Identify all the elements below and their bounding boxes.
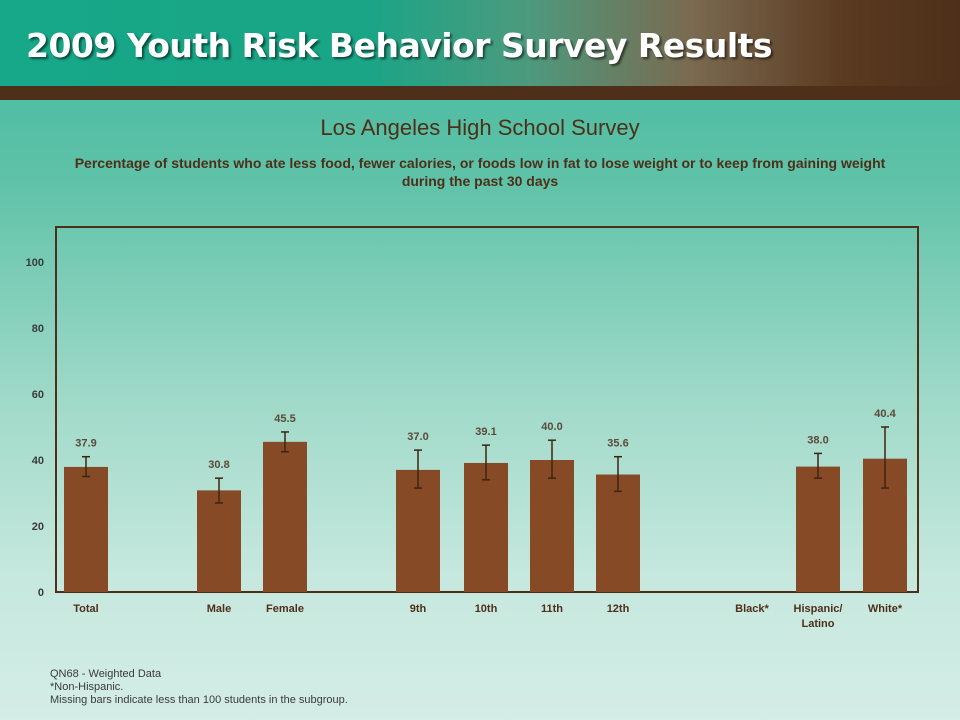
bar: [396, 469, 440, 592]
data-label: 39.1: [475, 426, 496, 438]
y-tick-label: 40: [32, 455, 44, 467]
bar: [596, 474, 640, 592]
header-banner: 2009 Youth Risk Behavior Survey Results: [0, 0, 960, 86]
y-tick-label: 100: [26, 257, 44, 269]
bar: [64, 466, 108, 592]
footnote-dataset: QN68 - Weighted Data: [50, 668, 162, 680]
x-tick-label: 12th: [607, 603, 630, 615]
x-tick-label: White*: [868, 603, 903, 615]
footnote-non-hispanic: *Non-Hispanic.: [50, 681, 124, 693]
y-tick-label: 0: [38, 587, 44, 599]
x-tick-label: Female: [266, 603, 304, 615]
data-label: 37.9: [75, 438, 96, 450]
x-tick-label: Total: [73, 603, 98, 615]
x-tick-label: Latino: [802, 618, 835, 630]
data-label: 37.0: [407, 431, 428, 443]
x-tick-label: 11th: [541, 603, 563, 615]
data-label: 35.6: [607, 438, 628, 450]
x-tick-label: 10th: [475, 603, 498, 615]
y-tick-label: 20: [32, 521, 44, 533]
x-tick-label: 9th: [410, 603, 427, 615]
bar: [197, 490, 241, 592]
x-tick-label: Male: [207, 603, 231, 615]
chart-subtitle: Percentage of students who ate less food…: [74, 155, 886, 189]
bar: [796, 466, 840, 592]
data-label: 45.5: [274, 413, 295, 425]
footnote-missing-bars: Missing bars indicate less than 100 stud…: [50, 694, 348, 706]
y-tick-label: 60: [32, 389, 44, 401]
y-tick-label: 80: [32, 323, 44, 335]
data-label: 40.0: [541, 421, 562, 433]
data-label: 30.8: [208, 459, 229, 471]
x-tick-label: Black*: [735, 603, 769, 615]
chart-title: Los Angeles High School Survey: [320, 115, 640, 140]
bar: [464, 462, 508, 592]
page-title: 2009 Youth Risk Behavior Survey Results: [26, 26, 773, 65]
bar: [530, 460, 574, 592]
header-stripe: [0, 86, 960, 100]
bar: [263, 441, 307, 592]
data-label: 38.0: [807, 434, 828, 446]
x-tick-label: Hispanic/: [794, 603, 843, 615]
data-label: 40.4: [874, 408, 896, 420]
